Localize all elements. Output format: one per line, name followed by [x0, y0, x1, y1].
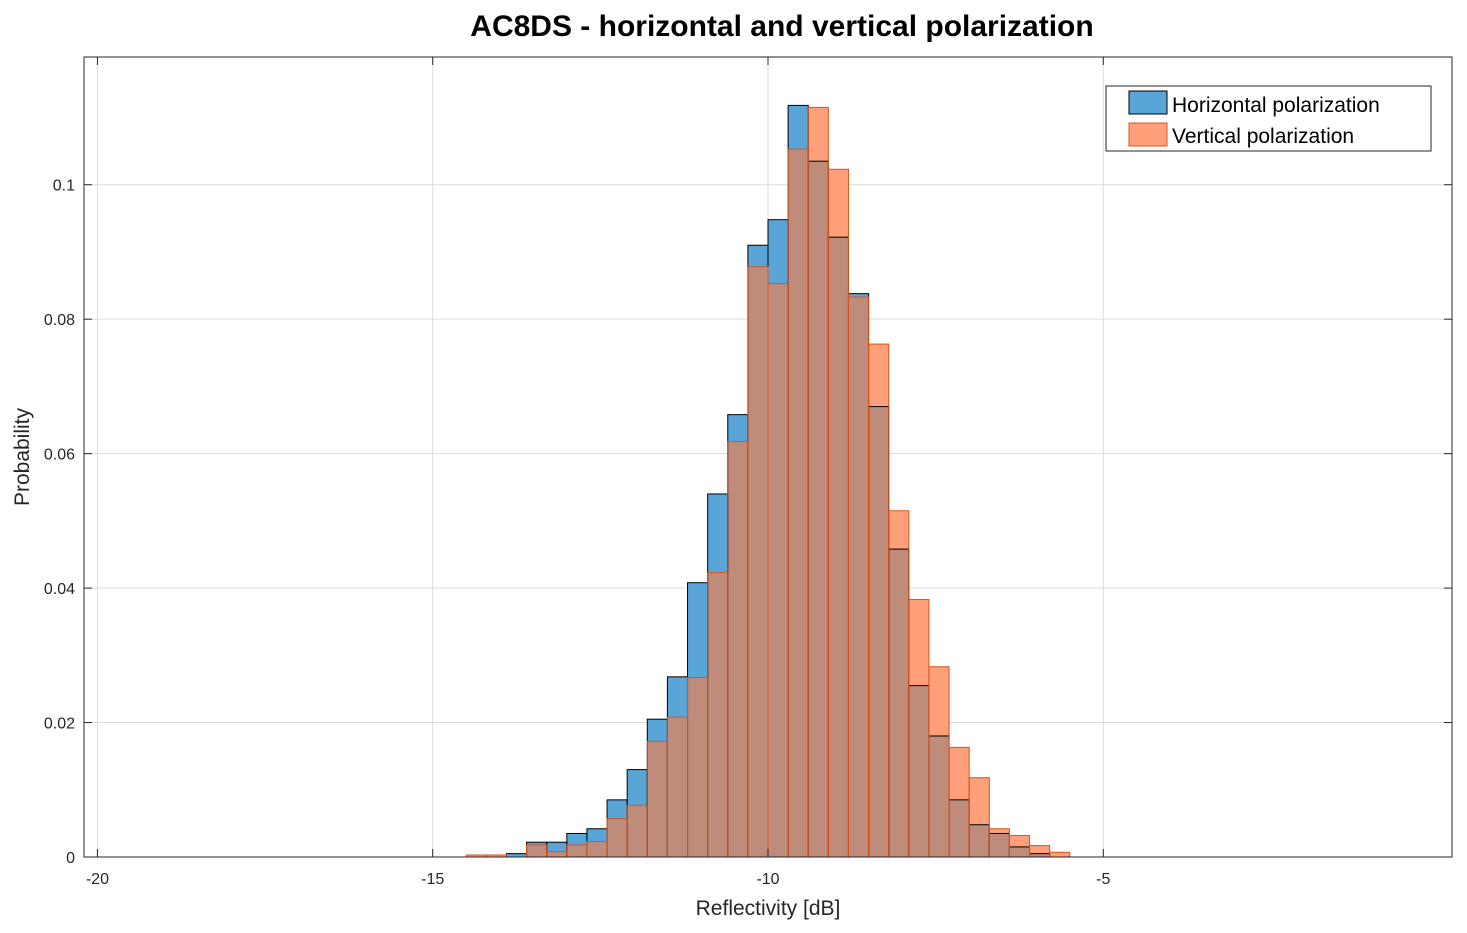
- overlap-bar: [546, 851, 567, 857]
- legend-label-horizontal: Horizontal polarization: [1172, 94, 1380, 117]
- overlap-bar: [526, 844, 547, 857]
- y-tick-label: 0.02: [44, 716, 75, 733]
- overlap-bar: [788, 149, 809, 858]
- vertical-bar: [486, 854, 507, 857]
- vertical-bar: [1029, 845, 1050, 857]
- x-tick-label: -5: [1096, 871, 1110, 888]
- overlap-bar: [727, 441, 748, 857]
- overlap-bar: [1009, 846, 1030, 857]
- horizontal-bar: [506, 853, 527, 857]
- overlap-bar: [969, 824, 990, 857]
- y-tick-label: 0.04: [44, 581, 75, 598]
- overlap-bar: [647, 741, 668, 857]
- overlap-bar: [747, 266, 768, 857]
- legend-swatch-vertical: [1128, 122, 1168, 147]
- overlap-bar: [928, 735, 950, 857]
- overlap-bar: [1029, 853, 1050, 857]
- y-tick-label: 0.1: [53, 178, 75, 195]
- overlap-bar: [828, 237, 849, 857]
- overlap-bar: [768, 283, 789, 857]
- y-tick-label: 0.08: [44, 312, 75, 329]
- overlap-bar: [848, 297, 869, 857]
- overlap-bar: [888, 549, 909, 857]
- overlap-bar: [607, 818, 628, 857]
- legend: Horizontal polarization Vertical polariz…: [1105, 85, 1432, 152]
- overlap-bars: [526, 149, 1050, 858]
- legend-label-vertical: Vertical polarization: [1172, 125, 1354, 148]
- overlap-bar: [868, 406, 889, 857]
- legend-swatch-horizontal: [1128, 90, 1168, 115]
- x-tick-label: -15: [421, 871, 444, 888]
- overlap-bar: [707, 572, 728, 857]
- overlap-bar: [908, 685, 929, 857]
- x-tick-label: -20: [86, 871, 109, 888]
- overlap-bar: [687, 677, 708, 857]
- y-tick-label: 0: [66, 850, 75, 867]
- y-axis-label: Probability: [11, 407, 34, 506]
- overlap-bar: [586, 841, 608, 857]
- y-tick-label: 0.06: [44, 447, 75, 464]
- x-tick-label: -10: [756, 871, 779, 888]
- overlap-bar: [949, 799, 970, 857]
- overlap-bar: [566, 844, 587, 857]
- vertical-bar: [1049, 852, 1070, 857]
- chart-title: AC8DS - horizontal and vertical polariza…: [470, 10, 1093, 43]
- x-axis-label: Reflectivity [dB]: [696, 897, 841, 920]
- overlap-bar: [808, 161, 829, 858]
- vertical-bar: [466, 854, 487, 857]
- overlap-bar: [627, 805, 648, 857]
- overlap-bar: [667, 717, 688, 857]
- axis-ticks: -20 -15 -10 -5 0 0.02 0.04 0.06 0.08 0.1: [44, 57, 1452, 888]
- overlap-bar: [989, 833, 1010, 857]
